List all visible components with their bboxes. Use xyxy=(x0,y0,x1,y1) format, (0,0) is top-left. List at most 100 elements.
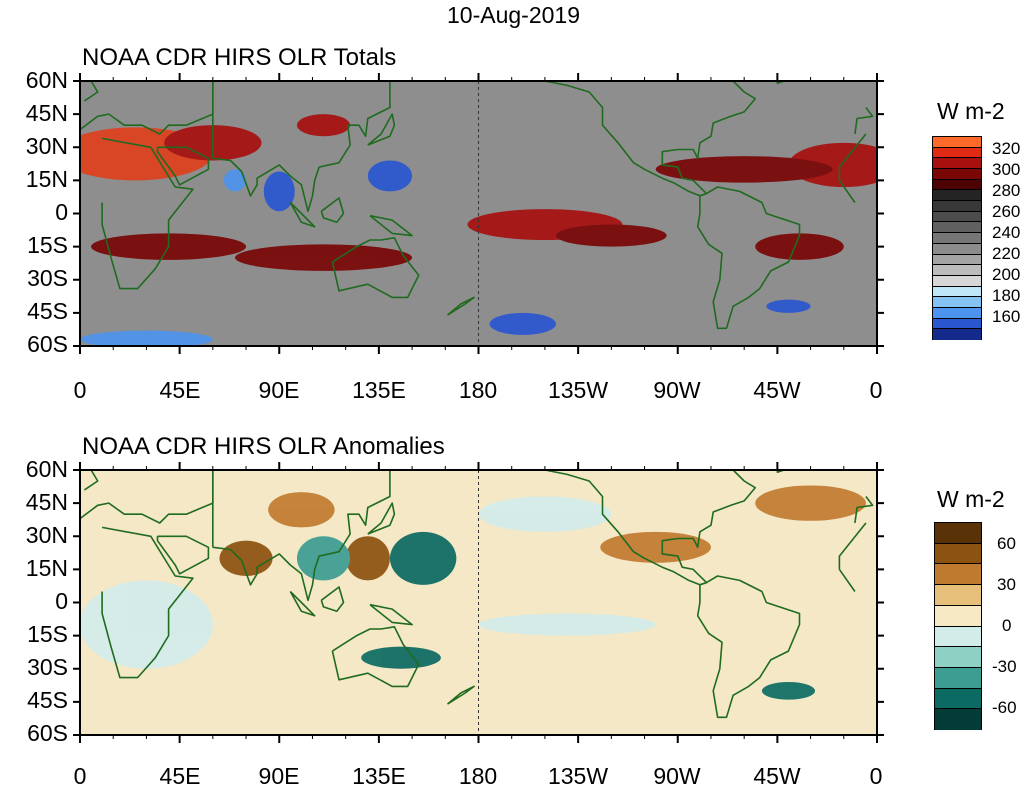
y-tick-label: 30N xyxy=(25,522,68,548)
olr-field-blob xyxy=(755,485,866,521)
colorbar-swatch xyxy=(932,232,982,244)
coastline xyxy=(80,470,874,524)
totals-title: NOAA CDR HIRS OLR Totals xyxy=(82,44,397,71)
colorbar-label: 280 xyxy=(992,181,1021,200)
y-tick-label: 45N xyxy=(25,489,68,515)
y-tick-label: 15N xyxy=(25,166,68,192)
y-tick-label: 60S xyxy=(27,331,68,357)
colorbar-swatch xyxy=(932,328,982,340)
olr-field-blob xyxy=(80,330,213,346)
totals-map-svg xyxy=(80,81,877,346)
olr-field-blob xyxy=(755,233,844,260)
x-tick-label: 180 xyxy=(458,763,498,789)
olr-field-blob xyxy=(478,496,612,532)
olr-field-blob xyxy=(389,531,457,585)
colorbar-swatch xyxy=(932,178,982,191)
colorbar-label: 180 xyxy=(992,286,1021,305)
colorbar-label: 160 xyxy=(992,307,1021,326)
y-tick-label: 15N xyxy=(25,555,68,581)
y-tick-label: 45N xyxy=(25,100,68,126)
colorbar-swatch xyxy=(932,264,982,276)
x-tick-label: 90E xyxy=(258,763,300,789)
olr-field-blob xyxy=(361,646,441,669)
y-tick-label: 60N xyxy=(25,67,68,93)
x-tick-label: 135E xyxy=(352,763,406,789)
colorbar-label: 300 xyxy=(992,160,1021,179)
anomalies-title: NOAA CDR HIRS OLR Anomalies xyxy=(82,433,445,460)
x-tick-label: 90W xyxy=(653,377,701,403)
colorbar-swatch xyxy=(932,189,982,202)
colorbar-swatch xyxy=(932,221,982,234)
coastline xyxy=(156,535,210,575)
x-tick-label: 45W xyxy=(753,763,801,789)
coastline xyxy=(331,626,420,688)
y-tick-label: 60S xyxy=(27,720,68,746)
olr-field-blob xyxy=(268,492,335,528)
olr-field-blob xyxy=(219,540,273,576)
colorbar-swatch xyxy=(932,136,982,148)
colorbar-swatch xyxy=(932,317,982,330)
y-tick-label: 0 xyxy=(55,588,68,614)
anomalies-map[interactable] xyxy=(80,470,877,735)
colorbar-swatch xyxy=(934,666,982,689)
colorbar-swatch xyxy=(932,296,982,308)
colorbar-label: 320 xyxy=(992,139,1021,158)
totals-ticks xyxy=(73,73,884,354)
totals-map[interactable] xyxy=(80,81,877,346)
colorbar-swatch xyxy=(934,522,982,544)
coastline xyxy=(212,81,391,213)
colorbar-label: -60 xyxy=(992,698,1017,717)
y-tick-label: 30S xyxy=(27,654,68,680)
y-tick-label: 30S xyxy=(27,265,68,291)
x-tick-label: 90W xyxy=(653,763,701,789)
coastline xyxy=(776,470,785,473)
coastline xyxy=(369,214,413,237)
x-tick-label: 0 xyxy=(869,763,883,789)
colorbar-swatch xyxy=(932,242,982,255)
y-tick-label: 0 xyxy=(55,199,68,225)
colorbar-swatch xyxy=(932,200,982,212)
x-tick-label: 0 xyxy=(869,377,883,403)
olr-field-blob xyxy=(80,580,213,669)
x-tick-label: 45E xyxy=(159,763,201,789)
olr-field-blob xyxy=(345,536,390,581)
coastline xyxy=(80,81,874,135)
x-tick-label: 135E xyxy=(352,377,406,403)
y-tick-label: 30N xyxy=(25,133,68,159)
coastline xyxy=(367,502,396,535)
colorbar-swatch xyxy=(934,563,982,586)
coastline xyxy=(776,81,785,84)
coastline xyxy=(212,470,391,602)
olr-field-blob xyxy=(600,531,711,563)
colorbar-swatch xyxy=(934,584,982,606)
coastline xyxy=(696,575,801,719)
x-tick-label: 0 xyxy=(73,763,87,789)
anomalies-ticks xyxy=(73,462,884,743)
colorbar-label: -30 xyxy=(992,657,1017,676)
olr-field-blob xyxy=(761,682,816,700)
colorbar-label: 60 xyxy=(997,534,1016,553)
coastline xyxy=(696,186,801,330)
y-tick-label: 15S xyxy=(27,232,68,258)
coastline xyxy=(367,113,396,146)
olr-field-blob xyxy=(478,613,656,636)
colorbar-swatch xyxy=(932,253,982,266)
colorbar-swatch xyxy=(932,210,982,223)
x-tick-label: 45E xyxy=(159,377,201,403)
x-tick-label: 45W xyxy=(753,377,801,403)
y-tick-label: 45S xyxy=(27,687,68,713)
colorbar-swatch xyxy=(934,687,982,710)
colorbar-label: 30 xyxy=(997,575,1016,594)
coastline xyxy=(101,133,867,290)
olr-field-blob xyxy=(223,169,247,192)
totals-colorbar xyxy=(932,136,982,340)
coastline xyxy=(320,197,345,224)
colorbar-swatch xyxy=(932,157,982,170)
colorbar-swatch xyxy=(934,708,982,730)
coastline xyxy=(320,586,345,613)
olr-field-blob xyxy=(555,224,667,247)
coastline xyxy=(101,522,867,679)
anomalies-units: W m-2 xyxy=(937,486,1005,512)
colorbar-label: 200 xyxy=(992,265,1021,284)
olr-field-blob xyxy=(367,160,413,192)
